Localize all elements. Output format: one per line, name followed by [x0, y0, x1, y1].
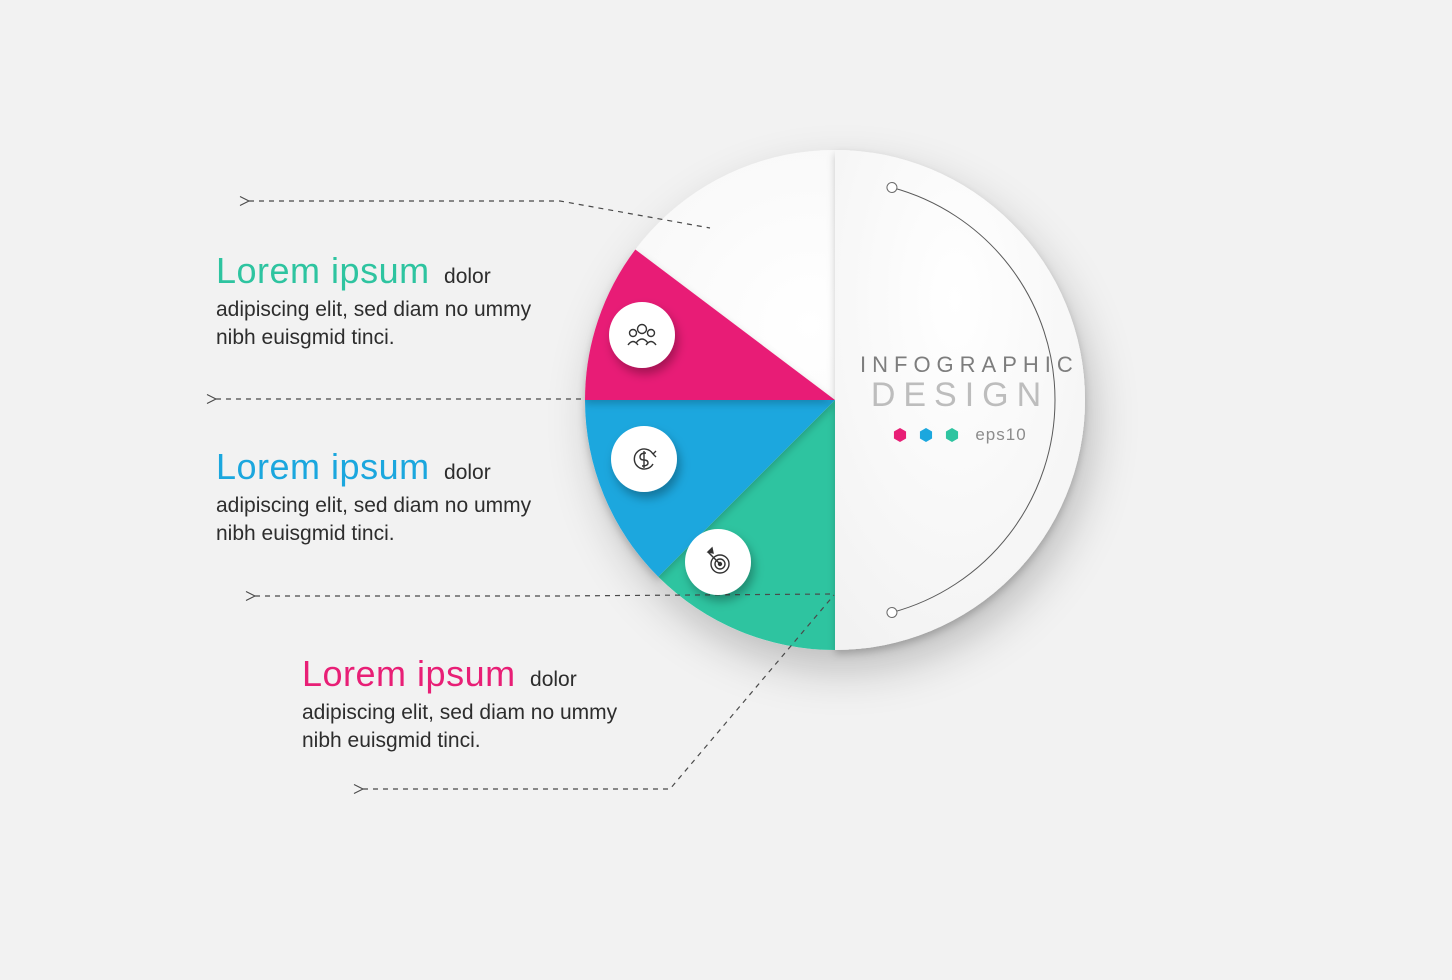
- center-label-line2: DESIGN: [860, 376, 1060, 415]
- text-block-body: adipiscing elit, sed diam no ummy nibh e…: [302, 699, 662, 756]
- text-block-title: Lorem ipsum: [302, 653, 516, 694]
- infographic-canvas: Lorem ipsum dolor adipiscing elit, sed d…: [0, 0, 1452, 980]
- center-label: INFOGRAPHIC DESIGN eps10: [860, 352, 1060, 445]
- icon-disc-green: [609, 302, 675, 368]
- hex-dot-pink-icon: [893, 428, 907, 442]
- text-block-blue: Lorem ipsum dolor adipiscing elit, sed d…: [216, 446, 576, 549]
- hex-dot-blue-icon: [919, 428, 933, 442]
- icon-disc-blue: [611, 426, 677, 492]
- center-label-line1: INFOGRAPHIC: [860, 352, 1060, 378]
- guide-arc-dot-top: [887, 182, 897, 192]
- text-block-green: Lorem ipsum dolor adipiscing elit, sed d…: [216, 250, 576, 353]
- text-block-sub: dolor: [444, 461, 491, 484]
- text-block-pink: Lorem ipsum dolor adipiscing elit, sed d…: [302, 653, 662, 756]
- guide-arc-dot-bottom: [887, 608, 897, 618]
- text-block-sub: dolor: [444, 265, 491, 288]
- text-block-body: adipiscing elit, sed diam no ummy nibh e…: [216, 296, 576, 353]
- center-label-eps: eps10: [975, 425, 1026, 445]
- connector-c-green: [249, 201, 710, 228]
- text-block-body: adipiscing elit, sed diam no ummy nibh e…: [216, 492, 576, 549]
- text-block-title: Lorem ipsum: [216, 250, 430, 291]
- text-block-sub: dolor: [530, 668, 577, 691]
- text-block-title: Lorem ipsum: [216, 446, 430, 487]
- hex-dot-green-icon: [945, 428, 959, 442]
- center-label-dots: eps10: [860, 425, 1060, 445]
- icon-disc-pink: [685, 529, 751, 595]
